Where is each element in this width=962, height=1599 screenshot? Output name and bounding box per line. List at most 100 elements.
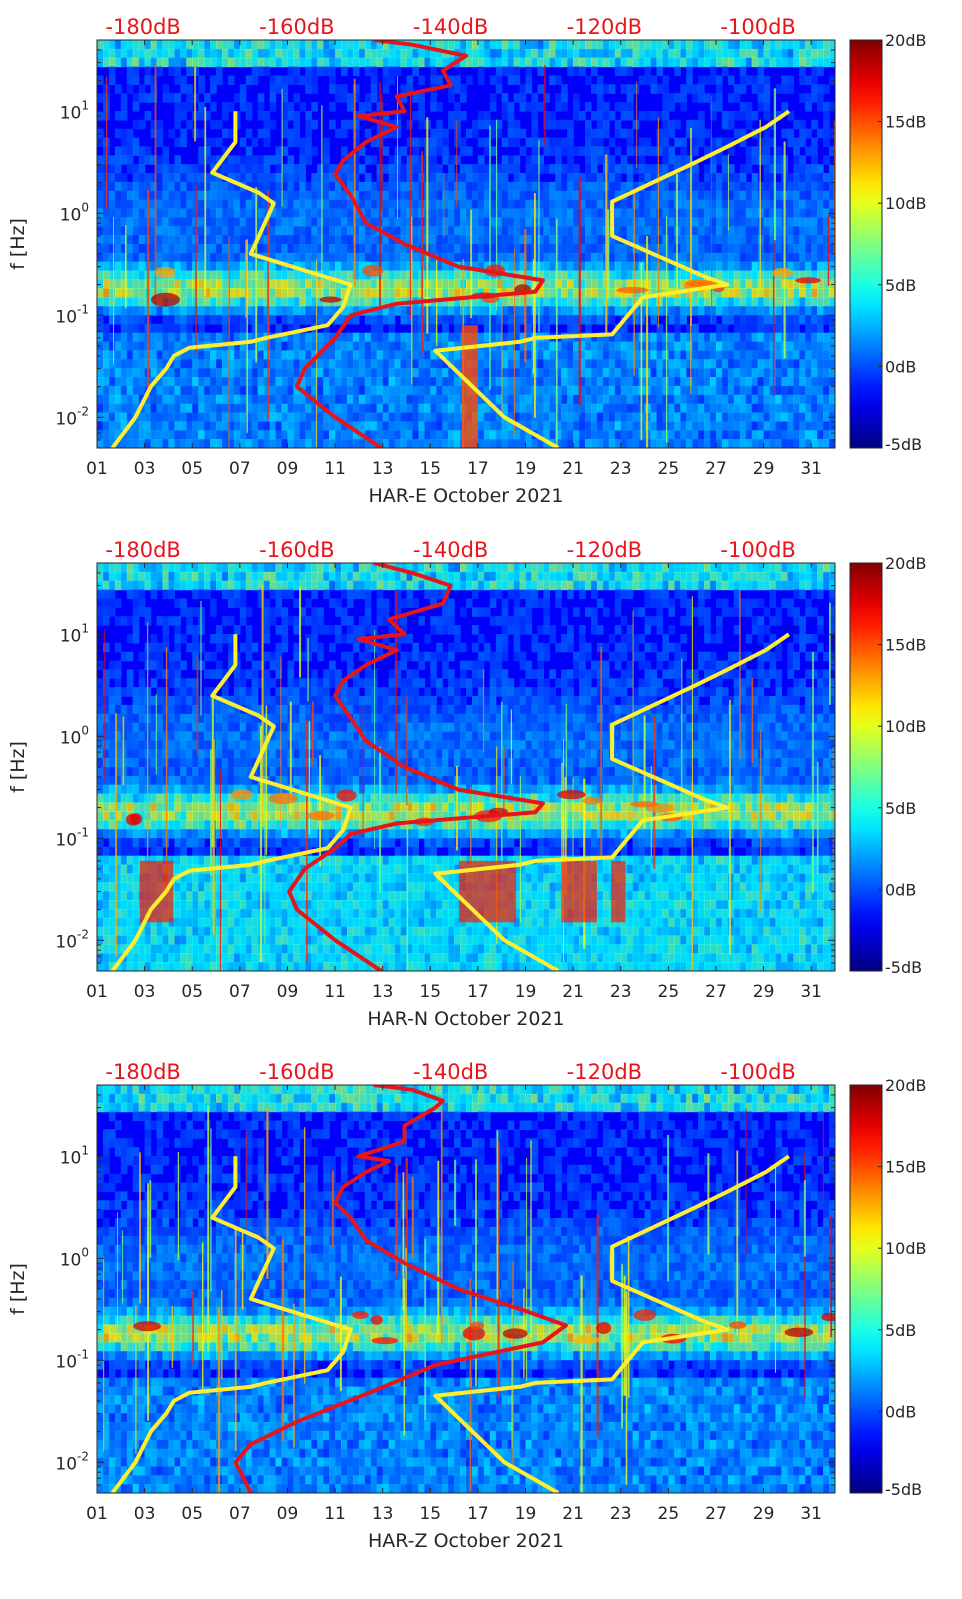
spectrogram-cell bbox=[650, 394, 658, 405]
spectrogram-cell bbox=[198, 368, 205, 378]
spectrogram-cell bbox=[335, 315, 342, 325]
spectrogram-cell bbox=[388, 244, 396, 254]
spectrogram-cell bbox=[614, 377, 622, 387]
spectrogram-cell bbox=[614, 297, 622, 307]
spectrogram-cell bbox=[614, 48, 622, 59]
spectrogram-cell bbox=[257, 208, 265, 218]
spectrogram-cell bbox=[347, 173, 354, 183]
spectrogram-cell bbox=[775, 377, 783, 387]
spectrogram-cell bbox=[430, 377, 437, 387]
spectrogram-cell bbox=[370, 368, 378, 378]
spectrogram-cell bbox=[686, 119, 693, 130]
spectrogram-cell bbox=[352, 306, 360, 316]
spectrogram-cell bbox=[787, 252, 794, 263]
spectrogram-cell bbox=[799, 75, 806, 85]
spectrogram-cell bbox=[495, 297, 503, 307]
spectrogram-cell bbox=[293, 190, 300, 201]
spectrogram-cell bbox=[275, 332, 283, 343]
spectrogram-cell bbox=[156, 385, 164, 396]
spectrogram-cell bbox=[293, 252, 300, 263]
spectrogram-cell bbox=[489, 279, 497, 289]
spectrogram-cell bbox=[448, 208, 455, 218]
spectrogram-cell bbox=[668, 146, 675, 156]
spectrogram-cell bbox=[775, 297, 783, 307]
spectrogram-cell bbox=[454, 306, 461, 316]
spectrogram-cell bbox=[555, 368, 562, 378]
spectrogram-cell bbox=[103, 235, 110, 245]
spectrogram-cell bbox=[97, 430, 104, 440]
spectrogram-cell bbox=[174, 75, 181, 85]
spectrogram-cell bbox=[150, 279, 158, 289]
spectrogram-cell bbox=[710, 377, 717, 387]
spectrogram-cell bbox=[257, 155, 265, 165]
spectrogram-cell bbox=[775, 252, 783, 263]
spectrogram-cell bbox=[638, 217, 646, 227]
spectrogram-cell bbox=[489, 217, 497, 227]
spectrogram-cell bbox=[305, 208, 312, 218]
spectrogram-cell bbox=[114, 377, 122, 387]
spectrogram-cell bbox=[204, 394, 211, 405]
spectrogram-cell bbox=[341, 359, 348, 369]
spectrogram-cell bbox=[222, 412, 229, 422]
spectrogram-cell bbox=[787, 75, 794, 85]
spectrogram-cell bbox=[793, 57, 800, 68]
spectrogram-cell bbox=[829, 377, 835, 387]
spectrogram-cell bbox=[727, 261, 735, 272]
spectrogram-cell bbox=[376, 385, 384, 396]
panel-panel-E: 01 03 05 07 09 11 13 15 17 19 21 23 25 27 29 3110-210-1… bbox=[7, 15, 927, 507]
spectrogram-cell bbox=[805, 323, 812, 334]
spectrogram-cell bbox=[138, 164, 146, 174]
spectrogram-cell bbox=[442, 306, 449, 316]
spectrogram-cell bbox=[269, 315, 277, 325]
spectrogram-cell bbox=[103, 261, 110, 272]
spectrogram-cell bbox=[263, 128, 271, 139]
spectrogram-cell bbox=[317, 252, 324, 263]
spectrogram-cell bbox=[513, 128, 521, 139]
spectrogram-cell bbox=[144, 394, 152, 405]
spectrogram-cell bbox=[222, 439, 229, 448]
spectrogram-cell bbox=[579, 270, 586, 281]
spectrogram-cell bbox=[656, 412, 664, 422]
spectrogram-cell bbox=[644, 164, 652, 174]
spectrogram-cell bbox=[799, 359, 806, 369]
spectrogram-cell bbox=[162, 332, 170, 343]
spectrogram-cell bbox=[817, 93, 824, 103]
spectrogram-cell bbox=[204, 57, 211, 68]
spectrogram-cell bbox=[418, 430, 425, 440]
spectrogram-cell bbox=[186, 377, 193, 387]
spectrogram-cell bbox=[323, 164, 330, 174]
spectrogram-cell bbox=[525, 412, 533, 422]
spectrogram-cell bbox=[686, 48, 693, 59]
spectrogram-cell bbox=[543, 297, 550, 307]
spectrogram-cell bbox=[227, 75, 235, 85]
spectrogram-cell bbox=[222, 261, 229, 272]
spectrogram-cell bbox=[150, 57, 158, 68]
spectrogram-cell bbox=[674, 359, 681, 369]
spectrogram-cell bbox=[210, 377, 217, 387]
spectrogram-cell bbox=[507, 359, 515, 369]
spectrogram-cell bbox=[162, 199, 170, 210]
spectrogram-cell bbox=[126, 146, 134, 156]
spectrogram-cell bbox=[739, 430, 747, 440]
spectrogram-cell bbox=[150, 332, 158, 343]
spectrogram-cell bbox=[329, 421, 336, 431]
spectrogram-cell bbox=[138, 350, 146, 360]
spectrogram-cell bbox=[585, 377, 592, 387]
spectrogram-cell bbox=[763, 270, 771, 281]
spectrogram-cell bbox=[347, 332, 354, 343]
spectrogram-cell bbox=[745, 279, 753, 289]
spectrogram-cell bbox=[573, 111, 580, 121]
spectrogram-cell bbox=[233, 315, 241, 325]
spectrogram-cell bbox=[406, 48, 414, 59]
spectrogram-cell bbox=[751, 226, 759, 236]
spectrogram-cell bbox=[251, 226, 259, 236]
spectrogram-cell bbox=[787, 173, 794, 183]
spectrogram-cell bbox=[370, 93, 378, 103]
spectrogram-cell bbox=[596, 235, 604, 245]
spectrogram-cell bbox=[710, 350, 717, 360]
spectrogram-cell bbox=[650, 75, 658, 85]
spectrogram-cell bbox=[823, 226, 830, 236]
spectrogram-cell bbox=[412, 137, 419, 148]
spectrogram-cell bbox=[126, 190, 134, 201]
spectrogram-cell bbox=[626, 244, 634, 254]
